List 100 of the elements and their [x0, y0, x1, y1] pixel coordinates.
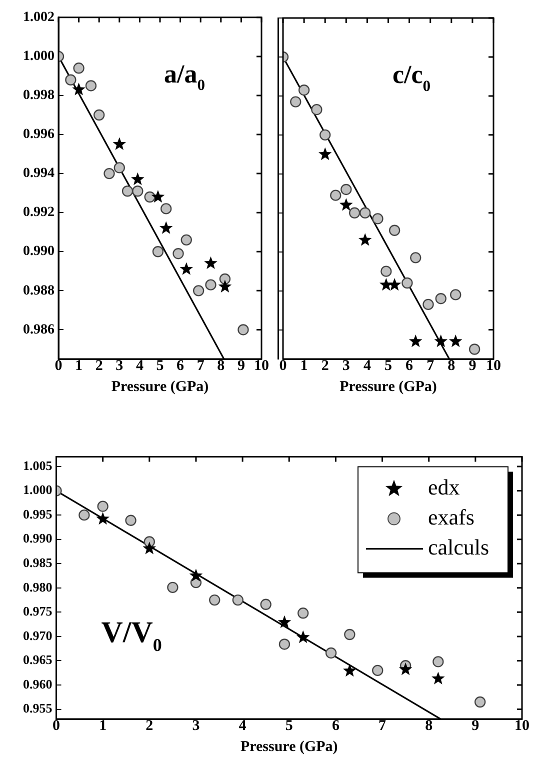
x-tick-label: 0	[54, 358, 62, 374]
point	[339, 198, 353, 211]
y-tick-label: 0.985	[23, 554, 53, 570]
y-tick-label: 0.998	[23, 88, 54, 104]
y-tick-label: 0.988	[23, 283, 54, 298]
y-tick-label: 0.970	[23, 628, 52, 643]
point	[298, 84, 310, 96]
point	[372, 664, 384, 676]
y-tick-label: 1.002	[23, 10, 54, 26]
point	[278, 638, 290, 650]
point	[330, 190, 342, 201]
point	[468, 344, 480, 355]
x-tick-label: 1	[75, 358, 83, 374]
point	[474, 696, 486, 708]
x-tick-label: 0	[279, 358, 287, 374]
y-tick-label: 1.000	[23, 482, 52, 498]
point	[388, 278, 402, 291]
point	[358, 233, 372, 246]
point	[432, 672, 445, 684]
x-axis-title: Pressure (GPa)	[340, 378, 437, 395]
point	[204, 256, 218, 270]
x-tick-label: 7	[196, 358, 205, 374]
point	[398, 662, 412, 676]
y-tick-label: 0.996	[23, 127, 54, 142]
point	[448, 334, 462, 348]
point	[125, 514, 136, 526]
x-tick-label: 7	[426, 358, 435, 374]
x-tick-label: 7	[378, 718, 387, 734]
point	[73, 62, 84, 74]
y-tick-label: 0.975	[23, 604, 53, 619]
point	[422, 298, 434, 310]
point	[122, 186, 134, 197]
point	[205, 279, 216, 290]
point	[450, 289, 462, 300]
x-tick-label: 1	[300, 358, 308, 374]
x-tick-label: 4	[363, 358, 372, 374]
point	[112, 137, 126, 150]
point	[144, 191, 156, 203]
x-axis-title: Pressure (GPa)	[111, 378, 209, 395]
y-tick-label: 1.005	[23, 458, 53, 473]
point	[290, 96, 302, 108]
point	[65, 74, 76, 86]
point	[311, 104, 322, 116]
point	[298, 608, 309, 619]
point	[388, 224, 400, 236]
x-tick-label: 10	[514, 718, 530, 734]
x-tick-label: 3	[342, 358, 350, 374]
x-tick-label: 2	[321, 358, 329, 374]
x-tick-label: 1	[99, 718, 107, 734]
x-tick-label: 9	[237, 358, 245, 374]
x-tick-label: 5	[384, 358, 392, 374]
point	[167, 582, 178, 594]
x-tick-label: 0	[52, 718, 60, 734]
point	[372, 213, 384, 224]
x-axis-title: Pressure (GPa)	[240, 738, 338, 755]
x-tick-label: 2	[146, 718, 154, 734]
point	[160, 203, 172, 214]
point	[219, 273, 231, 285]
point	[348, 207, 360, 218]
point	[325, 647, 337, 659]
y-tick-label: 0.960	[23, 676, 52, 692]
point	[152, 246, 164, 258]
point	[344, 628, 356, 640]
x-tick-label: 9	[468, 358, 476, 374]
point	[238, 324, 249, 336]
y-tick-label: 0.980	[23, 579, 52, 594]
point	[340, 184, 352, 196]
x-tick-label: 4	[136, 358, 144, 374]
x-tick-label: 8	[425, 718, 433, 734]
point	[320, 129, 331, 141]
point	[114, 162, 125, 174]
x-tick-label: 6	[406, 358, 414, 374]
x-tick-label: 6	[176, 358, 185, 374]
y-tick-label: 0.995	[23, 506, 53, 522]
y-tick-label: 0.990	[23, 244, 54, 260]
x-tick-label: 2	[95, 358, 103, 374]
legend-label: exafs	[428, 504, 474, 530]
x-tick-label: 4	[238, 718, 247, 734]
point	[408, 334, 422, 348]
point	[180, 234, 192, 246]
x-tick-label: 8	[217, 358, 225, 374]
point	[172, 248, 184, 260]
point	[159, 221, 173, 234]
y-tick-label: 0.994	[23, 166, 54, 182]
point	[379, 278, 393, 291]
point	[434, 334, 448, 348]
point	[232, 594, 244, 606]
point	[435, 292, 446, 304]
x-tick-label: 10	[254, 358, 269, 374]
point	[260, 598, 272, 610]
legend-label: edx	[428, 474, 460, 500]
point	[142, 542, 156, 554]
y-tick-label: 0.990	[23, 530, 52, 546]
point	[180, 262, 194, 275]
point	[278, 615, 292, 628]
y-tick-label: 0.992	[23, 205, 54, 220]
point	[72, 82, 86, 96]
point	[318, 147, 332, 160]
x-tick-label: 5	[285, 718, 293, 734]
point	[209, 594, 220, 606]
